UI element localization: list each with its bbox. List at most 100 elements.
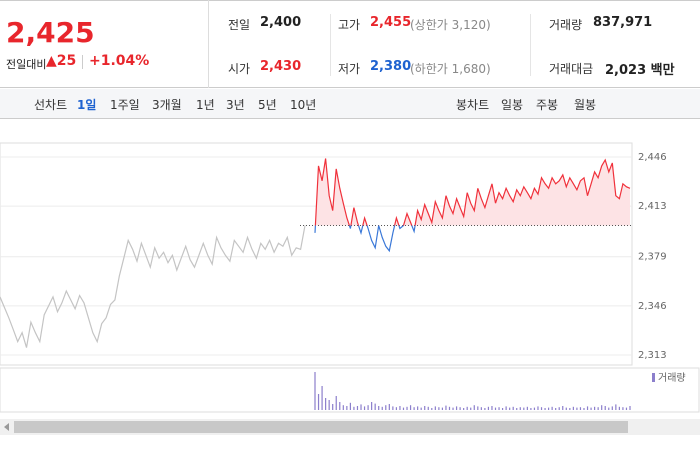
price-line	[314, 158, 631, 253]
volume-bar	[371, 402, 373, 410]
volume-bar	[516, 408, 518, 410]
volume-bar	[463, 408, 465, 410]
volume-bar	[455, 406, 458, 410]
volume-bar	[594, 406, 596, 410]
volume-bar	[353, 406, 355, 410]
volume-bar	[544, 408, 546, 410]
volume-bar	[579, 407, 582, 410]
volume-bar	[434, 406, 436, 410]
volume-bar	[547, 407, 550, 410]
volume-bar	[367, 405, 369, 410]
period-tab[interactable]: 10년	[290, 98, 317, 112]
volume-bar	[629, 406, 631, 410]
volume-bar	[509, 407, 511, 410]
volume-bar	[477, 406, 479, 410]
tab-label: 선차트	[34, 98, 68, 112]
field-note: (상한가 3,120)	[410, 18, 491, 32]
volume-bar	[448, 406, 451, 410]
volume-bar	[473, 405, 475, 410]
volume-bar	[420, 407, 422, 410]
candle-tab[interactable]: 월봉	[574, 98, 597, 112]
field-value: 2,380	[370, 59, 412, 74]
volume-bar	[317, 394, 320, 410]
volume-bar	[452, 407, 454, 410]
field-value: 2,430	[260, 59, 302, 74]
volume-bar	[537, 406, 539, 410]
y-tick-label: 2,379	[638, 252, 667, 263]
volume-bar	[363, 406, 366, 410]
header	[0, 0, 700, 88]
volume-bar	[523, 407, 525, 410]
volume-bar	[438, 407, 440, 410]
candle-tab[interactable]: 주봉	[536, 98, 559, 112]
volume-bar	[346, 406, 348, 410]
volume-bar	[551, 406, 553, 410]
volume-bar	[498, 407, 500, 410]
tab-bar	[0, 89, 700, 119]
volume-bar	[335, 396, 337, 410]
volume-bar	[615, 404, 617, 410]
volume-bar	[512, 406, 514, 410]
field-value: 2,400	[260, 15, 302, 30]
divider	[208, 0, 209, 88]
volume-bar	[625, 407, 628, 410]
volume-legend: 거래량	[658, 372, 686, 384]
field-label: 고가	[338, 18, 361, 32]
scroll-arrow	[4, 423, 9, 431]
volume-bar	[604, 406, 606, 410]
volume-bar	[555, 408, 557, 410]
volume-bar	[321, 386, 323, 410]
volume-bar	[431, 408, 433, 410]
period-tab[interactable]: 3개월	[152, 98, 182, 112]
period-tab[interactable]: 1주일	[110, 98, 140, 112]
volume-bar	[586, 406, 589, 410]
change: ▲25	[46, 53, 77, 69]
volume-bar	[339, 402, 341, 410]
volume-bar	[381, 406, 383, 410]
volume-bar	[417, 406, 419, 410]
volume-bar	[349, 402, 351, 410]
volume-legend-marker	[652, 373, 655, 382]
period-tab[interactable]: 5년	[258, 98, 277, 112]
y-tick-label: 2,346	[638, 301, 667, 312]
field-label: 거래대금	[549, 62, 594, 76]
volume-bar	[530, 408, 532, 410]
volume-bar	[501, 408, 504, 410]
period-tab[interactable]: 1일	[77, 98, 97, 112]
separator	[82, 55, 83, 69]
volume-frame	[0, 367, 700, 413]
volume-bar	[374, 403, 376, 410]
volume-bar	[388, 404, 390, 410]
volume-bar	[427, 406, 429, 410]
volume-bar	[590, 407, 592, 410]
volume-bar	[424, 406, 426, 410]
period-tab[interactable]: 3년	[226, 98, 245, 112]
price: 2,425	[6, 16, 95, 49]
field-label: 시가	[228, 62, 251, 76]
divider	[530, 14, 531, 76]
candle-tab[interactable]: 일봉	[501, 98, 524, 112]
volume-bar	[470, 407, 472, 410]
scroll-thumb[interactable]	[14, 421, 628, 433]
volume-bar	[608, 407, 610, 410]
volume-bar	[519, 407, 521, 410]
field-value: 2,023 백만	[605, 63, 675, 78]
volume-bar	[332, 404, 334, 410]
volume-bar	[484, 408, 486, 410]
volume-bar	[406, 406, 408, 410]
volume-bar	[597, 407, 599, 410]
volume-bar	[558, 407, 560, 410]
volume-bar	[540, 407, 543, 410]
volume-bar	[526, 406, 528, 410]
field-value: 837,971	[593, 15, 653, 30]
volume-bar	[533, 407, 536, 410]
volume-bar	[494, 407, 497, 410]
volume-bar	[562, 406, 564, 410]
period-tab[interactable]: 1년	[196, 98, 215, 112]
volume-bar	[402, 407, 405, 410]
field-value: 2,455	[370, 15, 412, 30]
volume-bar	[342, 405, 344, 410]
field-label: 전일	[228, 18, 251, 32]
volume-bar	[466, 406, 468, 410]
